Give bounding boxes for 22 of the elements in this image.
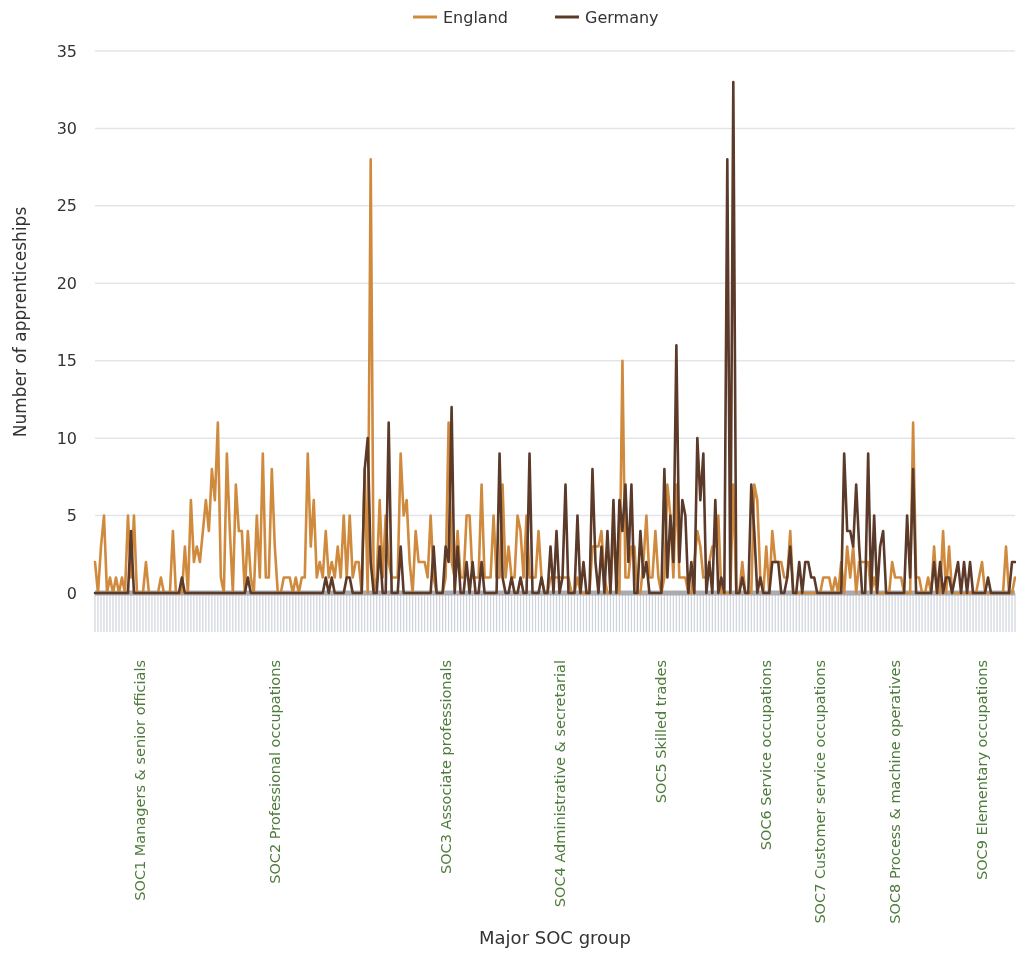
y-tick-label: 35 [56,41,77,61]
x-tick-label: SOC9 Elementary occupations [974,660,991,881]
legend-label: Germany [585,7,659,27]
y-tick-label: 0 [66,583,77,603]
x-tick-label: SOC6 Service occupations [758,660,775,851]
x-tick-label: SOC5 Skilled trades [653,660,670,804]
y-tick-label: 30 [56,119,77,139]
x-tick-label: SOC7 Customer service occupations [812,660,829,924]
x-tick-label: SOC8 Process & machine operatives [887,660,904,924]
y-axis-title: Number of apprenticeships [9,206,30,438]
x-tick-label: SOC4 Administrative & secretarial [551,660,568,908]
y-tick-label: 5 [66,506,77,526]
x-tick-label: SOC2 Professional occupations [266,660,283,884]
x-tick-label: SOC1 Managers & senior officials [132,660,149,901]
y-tick-label: 10 [56,428,77,448]
x-axis-title: Major SOC group [479,927,631,949]
line-series [93,80,1016,595]
y-tick-label: 25 [56,196,77,216]
x-tick-label: SOC3 Associate professionals [437,660,454,874]
legend-label: England [443,7,508,27]
y-tick-label: 15 [56,351,77,371]
y-tick-label: 20 [56,273,77,293]
